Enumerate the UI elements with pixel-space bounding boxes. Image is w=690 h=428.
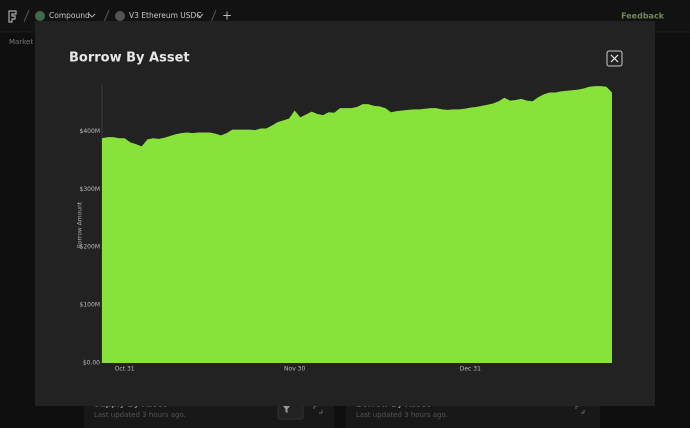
ethereum-icon	[115, 11, 125, 21]
separator	[210, 9, 217, 23]
y-tick-label: $0.00	[83, 360, 100, 367]
y-tick-label: $100M	[80, 302, 100, 309]
plot: $0.00 $100M $200M $300M $400M Oct 31 Nov 30 Dec…	[80, 85, 612, 373]
nav-tab[interactable]: Market	[9, 38, 33, 46]
dropdown-caret[interactable]	[88, 13, 96, 18]
filter-icon	[283, 406, 290, 413]
separator	[23, 9, 30, 23]
y-tick-label: $200M	[80, 244, 100, 251]
breadcrumb[interactable]: V3 Ethereum USDC	[129, 11, 202, 20]
x-tick-label: Dec 31	[460, 366, 481, 373]
y-axis-label: Borrow Amount	[77, 201, 84, 248]
dropdown-caret[interactable]	[196, 13, 204, 18]
modal-title: Borrow By Asset	[69, 51, 190, 66]
y-tick-label: $300M	[80, 186, 100, 193]
card-updated: Last updated 3 hours ago.	[94, 411, 186, 419]
logo[interactable]	[8, 10, 17, 23]
close-button[interactable]	[606, 50, 623, 67]
breadcrumb[interactable]: Compound	[49, 11, 90, 20]
x-tick-label: Oct 31	[115, 366, 135, 373]
add-button[interactable]: +	[222, 9, 232, 23]
x-tick-label: Nov 30	[284, 366, 305, 373]
area	[102, 86, 612, 364]
compound-icon	[35, 11, 45, 21]
close-icon	[610, 54, 619, 63]
separator	[103, 9, 110, 23]
card-updated: Last updated 3 hours ago.	[356, 411, 448, 419]
y-tick-label: $400M	[80, 128, 100, 135]
feedback-link[interactable]: Feedback	[621, 12, 665, 21]
